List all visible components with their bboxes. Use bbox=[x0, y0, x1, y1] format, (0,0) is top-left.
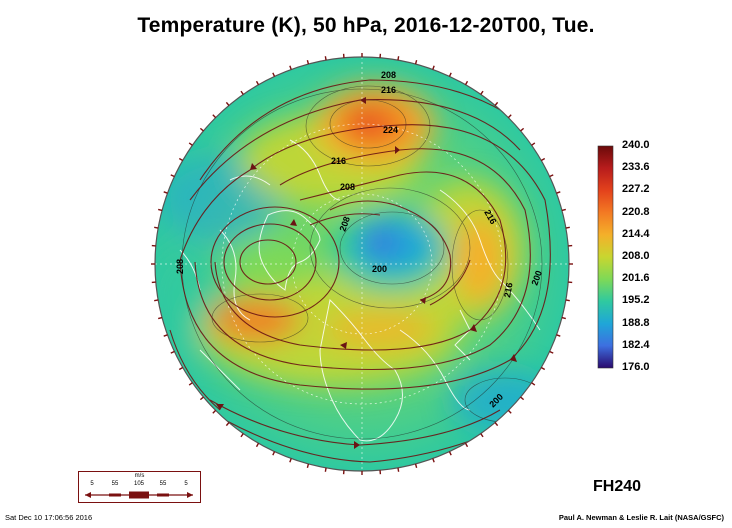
wind-arrow-icon bbox=[85, 491, 193, 499]
rim-tick bbox=[306, 60, 310, 65]
wind-tick-label: 5 bbox=[90, 481, 94, 487]
rim-tick bbox=[414, 60, 418, 65]
rim-tick bbox=[306, 463, 310, 468]
forecast-hour-label: FH240 bbox=[593, 478, 642, 495]
colorbar-tick-label: 176.0 bbox=[622, 361, 650, 373]
rim-tick bbox=[494, 422, 499, 427]
rim-tick bbox=[561, 316, 566, 320]
wind-tick-label: 55 bbox=[159, 481, 167, 487]
colorbar-tick-label: 214.4 bbox=[622, 227, 650, 240]
rim-tick bbox=[531, 382, 536, 386]
rim-tick bbox=[494, 101, 499, 106]
rim-tick bbox=[199, 396, 204, 401]
rim-tick bbox=[549, 350, 554, 354]
rim-tick bbox=[507, 114, 512, 119]
rim-tick bbox=[531, 142, 536, 146]
rim-tick bbox=[507, 409, 512, 414]
rim-tick bbox=[289, 65, 292, 70]
colorbar-tick-label: 182.4 bbox=[622, 338, 650, 351]
colorbar-tick-label: 240.0 bbox=[622, 139, 650, 151]
contour-label: 200 bbox=[529, 269, 544, 287]
rim-tick bbox=[565, 226, 570, 229]
credit-line: Paul A. Newman & Leslie R. Lait (NASA/GS… bbox=[558, 513, 724, 522]
rim-tick bbox=[520, 127, 525, 132]
rim-tick bbox=[556, 334, 561, 337]
temperature-field: 208 216 224 216 208 208 216 200 208 208 … bbox=[155, 57, 569, 471]
colorbar-tick-label: 227.2 bbox=[622, 183, 650, 196]
rim-tick bbox=[158, 316, 163, 320]
rim-tick bbox=[154, 299, 159, 302]
wind-units-label: m/s bbox=[134, 473, 145, 479]
contour-label: 216 bbox=[381, 85, 396, 95]
rim-tick bbox=[556, 191, 561, 194]
rim-tick bbox=[240, 433, 244, 438]
rim-tick bbox=[158, 208, 163, 212]
colorbar bbox=[597, 145, 614, 369]
rim-tick bbox=[448, 72, 452, 77]
rim-tick bbox=[225, 101, 230, 106]
rim-tick bbox=[199, 127, 204, 132]
rim-tick bbox=[178, 157, 184, 162]
rim-tick bbox=[324, 467, 327, 472]
rim-tick bbox=[480, 90, 484, 95]
rim-tick bbox=[255, 80, 260, 86]
wind-tick-label: 105 bbox=[133, 481, 145, 487]
colorbar-tick-label: 188.8 bbox=[622, 316, 650, 329]
rim-tick bbox=[464, 80, 469, 86]
rim-tick bbox=[520, 396, 525, 401]
colorbar-tick-label: 233.6 bbox=[622, 161, 650, 174]
rim-tick bbox=[432, 65, 435, 70]
contour-label: 208 bbox=[340, 182, 355, 192]
rim-tick bbox=[565, 299, 570, 302]
contour-label: 224 bbox=[383, 125, 398, 135]
map-title: Temperature (K), 50 hPa, 2016-12-20T00, … bbox=[137, 14, 595, 37]
wind-speed-legend: m/s 5 55 105 55 5 bbox=[78, 471, 201, 503]
rim-tick bbox=[178, 366, 184, 371]
contour-label: 216 bbox=[502, 282, 514, 299]
rim-tick bbox=[170, 350, 175, 354]
rim-tick bbox=[240, 90, 244, 95]
rim-tick bbox=[255, 442, 260, 448]
rim-tick bbox=[272, 72, 276, 77]
rim-tick bbox=[397, 467, 400, 472]
contour-label: 208 bbox=[337, 215, 352, 233]
wind-tick-label: 55 bbox=[111, 481, 119, 487]
rim-tick bbox=[212, 409, 217, 414]
rim-tick bbox=[549, 174, 554, 178]
rim-tick bbox=[170, 174, 175, 178]
rim-tick bbox=[397, 56, 400, 61]
rim-tick bbox=[225, 422, 230, 427]
rim-tick bbox=[414, 463, 418, 468]
rim-tick bbox=[272, 451, 276, 456]
contour-label: 208 bbox=[175, 259, 185, 274]
contour-label: 216 bbox=[331, 156, 346, 166]
rim-tick bbox=[464, 442, 469, 448]
colorbar-tick-label: 195.2 bbox=[622, 294, 650, 307]
colorbar-tick-label: 208.0 bbox=[622, 250, 650, 262]
rim-tick bbox=[540, 366, 546, 371]
rim-tick bbox=[432, 458, 435, 463]
rim-tick bbox=[188, 142, 193, 146]
contour-label: 200 bbox=[372, 264, 387, 274]
contour-label: 208 bbox=[381, 70, 396, 80]
colorbar-tick-label: 220.8 bbox=[622, 205, 650, 218]
rim-tick bbox=[324, 56, 327, 61]
rim-tick bbox=[154, 226, 159, 229]
rim-tick bbox=[212, 114, 217, 119]
wind-tick-label: 5 bbox=[184, 481, 188, 487]
rim-tick bbox=[289, 458, 292, 463]
rim-tick bbox=[540, 157, 546, 162]
rim-tick bbox=[163, 334, 168, 337]
rim-tick bbox=[448, 451, 452, 456]
colorbar-tick-label: 201.6 bbox=[622, 272, 650, 285]
rim-tick bbox=[561, 208, 566, 212]
timestamp: Sat Dec 10 17:06:56 2016 bbox=[5, 513, 93, 522]
rim-tick bbox=[480, 433, 484, 438]
rim-tick bbox=[163, 191, 168, 194]
rim-tick bbox=[188, 382, 193, 386]
